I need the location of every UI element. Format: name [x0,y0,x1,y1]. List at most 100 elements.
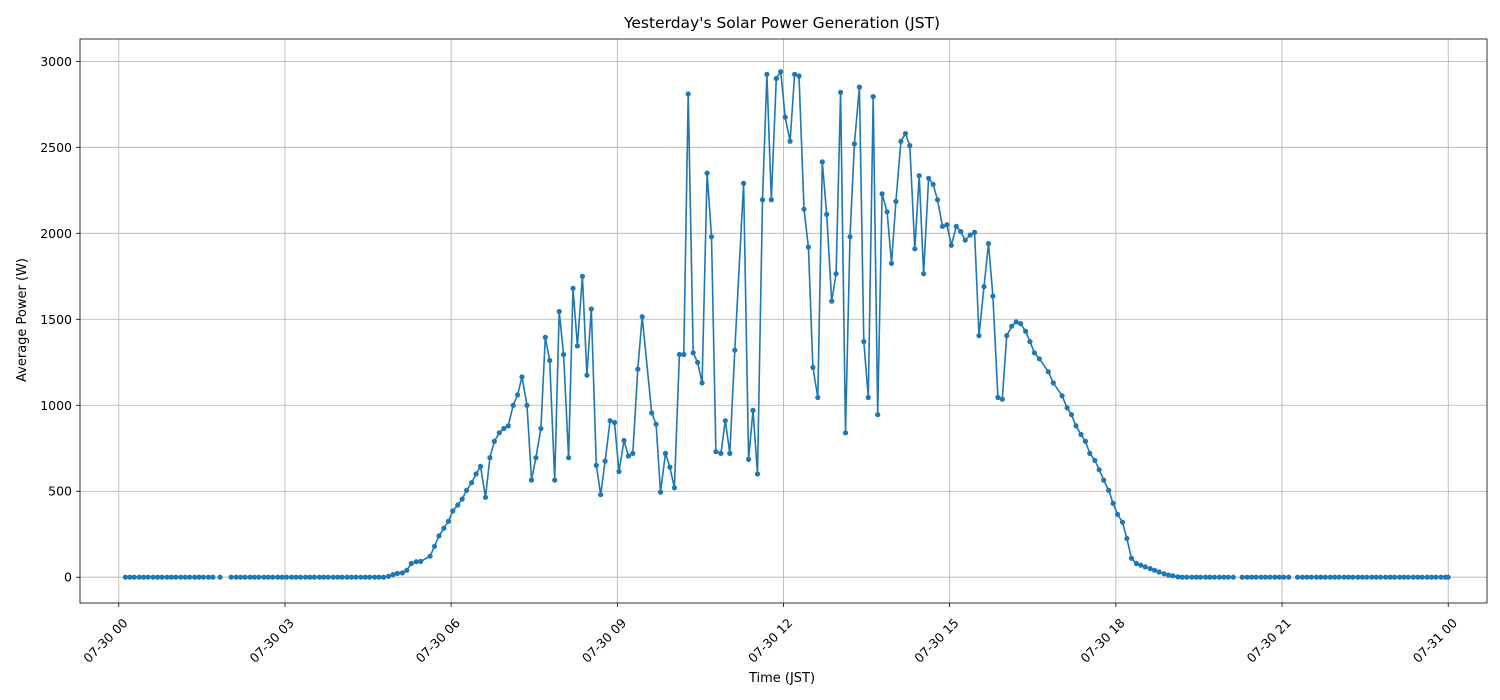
y-tick-label: 2500 [40,140,72,155]
data-point [473,471,479,477]
data-point [1313,574,1319,580]
data-point [131,574,137,580]
data-point [649,410,655,416]
data-point [1387,574,1393,580]
data-point [934,197,941,203]
data-point [524,402,530,408]
data-point [238,574,244,580]
data-point [427,553,433,559]
data-point [441,525,447,531]
data-point [953,223,959,229]
data-point [307,574,313,580]
data-point [1124,535,1130,542]
data-point [455,502,461,508]
data-point [1433,574,1439,580]
data-point [1359,574,1365,580]
data-point [815,394,821,401]
data-point [602,458,608,464]
data-point [339,574,345,580]
data-point [192,574,198,580]
data-point [1147,566,1153,572]
data-point [805,244,812,250]
data-point [330,574,336,580]
data-point [829,298,835,304]
data-point [178,574,184,580]
data-point [542,334,548,340]
data-point [1336,574,1342,580]
data-point [1203,574,1209,580]
data-point [436,533,442,539]
data-point [265,574,271,580]
data-point [348,574,354,580]
data-point [141,574,147,580]
data-point [958,229,964,235]
data-point [1133,560,1139,567]
data-point [685,91,691,97]
data-point [1369,574,1375,580]
data-point [708,234,715,240]
data-point [1327,574,1333,580]
data-point [574,343,581,349]
data-point [787,138,793,144]
data-point [801,206,807,212]
data-point [893,198,899,205]
data-point [727,450,733,456]
data-point [316,574,322,580]
data-point [168,574,174,580]
data-point [824,211,830,217]
data-point [528,477,535,483]
data-point [459,496,465,502]
data-point [394,570,400,577]
data-point [635,366,641,372]
data-point [159,574,165,580]
data-point [1419,574,1425,580]
data-point [519,374,525,380]
data-point [321,574,327,580]
data-point [967,232,973,238]
data-point [1373,574,1379,580]
data-point [1391,574,1398,580]
data-point [1221,574,1227,580]
data-point [399,570,405,576]
data-point [884,209,890,215]
data-point [217,574,223,580]
data-point [999,396,1005,402]
data-point [916,173,922,179]
data-point [1350,574,1356,580]
data-point [1383,574,1389,580]
data-point [552,477,558,483]
data-point [445,518,451,524]
data-point [1138,562,1144,568]
data-point [718,450,724,456]
data-point [1184,574,1190,580]
data-point [1429,574,1435,580]
data-point [584,372,590,378]
data-point [1165,572,1172,578]
data-point [759,197,766,203]
data-point [242,574,248,580]
data-point [898,138,904,144]
data-point [1239,574,1245,580]
data-point [630,450,636,456]
data-point [284,574,290,580]
data-point [926,175,932,181]
data-point [741,180,747,186]
data-point [995,394,1001,401]
data-point [713,449,719,455]
data-point [976,333,982,339]
data-point [1253,574,1259,580]
data-point [1142,564,1148,570]
data-point [275,574,281,580]
data-point [450,508,456,514]
data-point [570,285,576,291]
data-point [325,574,331,580]
chart-title: Yesterday's Solar Power Generation (JST) [623,14,940,32]
data-point [662,450,669,456]
data-point [671,485,678,491]
data-point [1018,321,1024,327]
data-point [621,437,627,444]
data-point [1258,574,1264,580]
data-point [279,574,285,580]
data-point [251,574,258,580]
